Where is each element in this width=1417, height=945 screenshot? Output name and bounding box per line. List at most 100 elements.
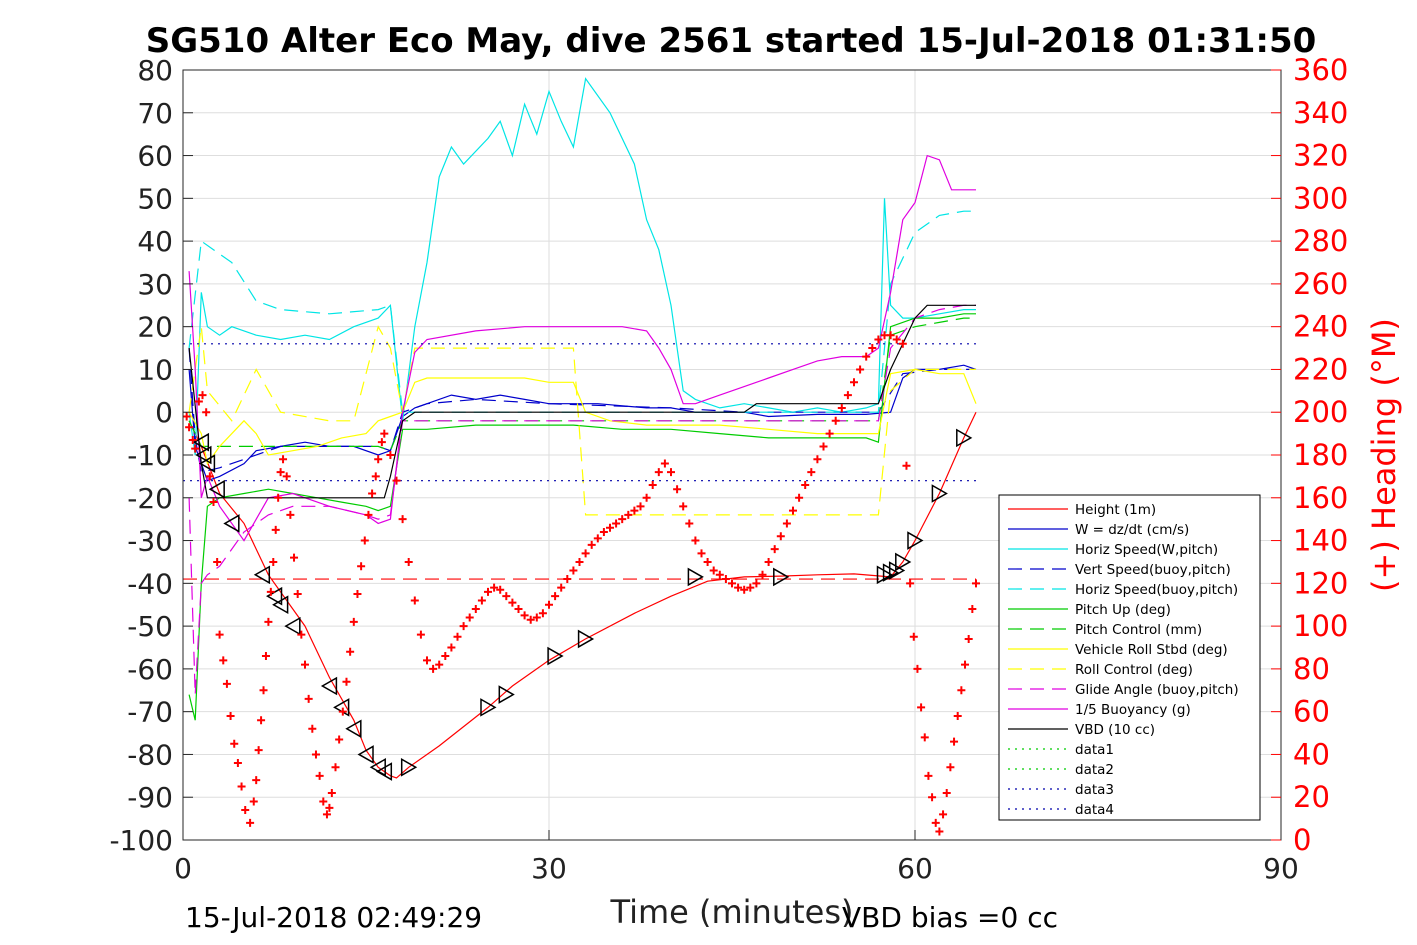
right-tick-label: 280 (1293, 224, 1348, 258)
heading-point (972, 579, 980, 588)
right-tick-label: 120 (1293, 566, 1348, 600)
heading-point (441, 652, 450, 661)
heading-point (282, 472, 291, 481)
heading-point (624, 510, 633, 519)
heading-point (259, 686, 268, 695)
heading-point (261, 652, 270, 661)
heading-point (939, 810, 948, 819)
heading-point (514, 605, 523, 613)
depth-marker-up (907, 531, 924, 550)
heading-point (957, 686, 966, 695)
heading-point (520, 611, 529, 620)
left-tick-label: 70 (137, 97, 173, 130)
heading-point (360, 536, 369, 545)
heading-point (667, 468, 675, 477)
left-tick-label: 80 (137, 54, 173, 87)
series-layer (183, 77, 977, 779)
left-tick-label: -100 (109, 824, 173, 857)
heading-point (819, 442, 828, 451)
heading-point (599, 528, 608, 536)
series-line-1-5-buoyancy-g (188, 154, 976, 542)
heading-point (368, 489, 377, 498)
heading-point (447, 643, 456, 652)
footer-timestamp: 15-Jul-2018 02:49:29 (185, 901, 482, 934)
heading-point (226, 711, 235, 720)
right-tick-label: 220 (1293, 352, 1348, 386)
heading-point (319, 797, 328, 806)
depth-marker-down (195, 445, 212, 465)
heading-point (274, 493, 283, 502)
heading-point (346, 647, 355, 656)
heading-point (931, 818, 940, 827)
series-line-vert-speed-buoy-pitch (188, 348, 976, 473)
heading-point (892, 335, 901, 344)
right-tick-label: 80 (1293, 652, 1330, 686)
left-tick-label: 60 (137, 140, 173, 173)
legend-label: data3 (1075, 782, 1114, 798)
left-tick-label: 50 (137, 182, 173, 215)
heading-point (410, 596, 419, 605)
heading-point (297, 630, 306, 639)
heading-point (526, 615, 535, 624)
heading-point (386, 451, 395, 459)
heading-point (862, 352, 871, 361)
depth-marker-down (320, 676, 338, 696)
heading-point (335, 735, 344, 744)
heading-point (950, 737, 959, 746)
right-tick-label: 20 (1293, 780, 1330, 814)
legend-label: Vert Speed(buoy,pitch) (1075, 562, 1231, 578)
depth-marker-down (284, 616, 301, 636)
right-tick-label: 360 (1293, 53, 1348, 87)
heading-point (322, 810, 331, 819)
heading-point (715, 570, 724, 579)
legend-label: Pitch Up (deg) (1075, 602, 1171, 618)
footer-vbd-bias: VBD bias =0 cc (842, 901, 1058, 934)
x-tick-label: 60 (897, 852, 933, 885)
heading-point (642, 493, 651, 502)
series-line-vehicle-roll-stbd-deg (188, 368, 977, 466)
heading-point (770, 545, 779, 554)
depth-marker-down (208, 479, 225, 499)
heading-point (942, 788, 951, 797)
right-axis: 3603403203002802602402202001801601401201… (1271, 53, 1348, 857)
left-tick-label: 0 (155, 396, 173, 429)
heading-point (886, 331, 895, 340)
heading-point (404, 557, 413, 566)
heading-point (301, 660, 309, 669)
series-line-roll-control-deg (188, 325, 976, 516)
heading-point (342, 677, 351, 686)
right-tick-label: 340 (1293, 96, 1348, 130)
heading-point (850, 378, 858, 387)
heading-point (734, 583, 743, 592)
heading-point (636, 502, 645, 511)
heading-point (249, 797, 258, 806)
heading-point (593, 534, 602, 543)
right-tick-label: 260 (1293, 267, 1348, 301)
heading-point (928, 793, 937, 802)
depth-marker-down (253, 565, 271, 585)
right-tick-label: 0 (1293, 823, 1311, 857)
heading-point (569, 566, 578, 575)
heading-point (563, 575, 572, 584)
heading-point (964, 634, 973, 643)
heading-point (453, 632, 462, 641)
heading-point (606, 523, 614, 532)
depth-marker-up (931, 484, 948, 503)
heading-point (205, 472, 214, 481)
heading-point (728, 579, 736, 588)
heading-point (764, 557, 773, 566)
heading-point (697, 549, 706, 558)
right-tick-label: 60 (1293, 695, 1330, 729)
heading-point (471, 605, 480, 613)
heading-point (477, 596, 486, 605)
heading-point (654, 468, 663, 477)
heading-point (219, 656, 228, 665)
left-tick-label: -10 (127, 439, 173, 472)
depth-marker-up (480, 698, 497, 717)
legend-label: data4 (1075, 802, 1114, 818)
heading-point (233, 759, 242, 767)
heading-point (868, 344, 877, 353)
heading-point (953, 711, 962, 720)
heading-point (618, 515, 627, 524)
heading-point (374, 455, 383, 464)
